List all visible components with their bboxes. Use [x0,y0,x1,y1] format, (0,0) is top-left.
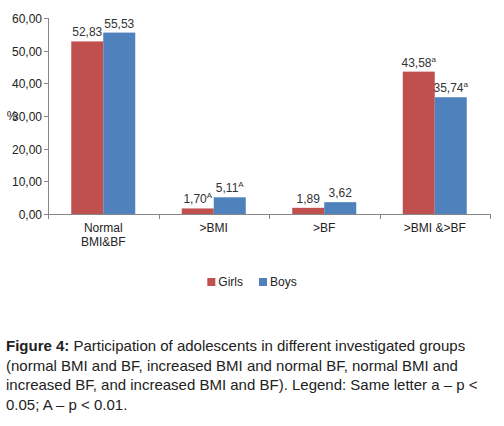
data-label-value: 3,62 [329,186,353,200]
x-tick-label: >BF [313,221,335,235]
x-tick-label: >BMI [200,221,228,235]
data-label: 52,83 [72,25,102,39]
data-label: 5,11A [216,180,244,195]
y-tick [44,214,48,215]
data-label-value: 43,58 [402,56,432,70]
chart: 0,0010,0020,0030,0040,0050,0060,00%Norma… [0,0,504,334]
legend-swatch [259,278,267,286]
x-tick-label-line: Normal [84,221,123,235]
caption-text: Participation of adolescents in differen… [6,337,478,413]
chart-holder: 0,0010,0020,0030,0040,0050,0060,00%Norma… [0,0,504,334]
bar [324,202,356,214]
y-axis-line [48,18,49,214]
data-label-value: 1,89 [297,192,321,206]
x-tick-label-line: >BF [313,221,335,235]
x-tick-label: NormalBMI&BF [81,221,126,249]
data-label-value: 5,11 [216,181,239,195]
y-tick [44,149,48,150]
data-label: 35,74a [434,80,469,95]
legend: Girls Boys [207,275,296,289]
y-tick [44,18,48,19]
y-tick-label: 50,00 [12,45,42,59]
caption-label: Figure 4: [6,337,69,354]
y-tick [44,83,48,84]
data-label-value: 55,53 [104,17,134,31]
data-labels: 52,831,70A1,8943,58a55,535,11A3,6235,74a [72,17,468,207]
significance-letter: A [207,191,213,200]
data-label: 55,53 [104,17,134,31]
y-tick-label: 60,00 [12,12,42,26]
bar [214,197,246,214]
x-tick-label-line: BMI&BF [81,235,126,249]
x-tick-label: >BMI &>BF [404,221,466,235]
significance-letter: a [432,55,437,64]
legend-label: Girls [218,275,243,289]
bar [435,97,467,214]
legend-swatch [207,278,215,286]
y-tick [44,51,48,52]
bar [182,208,214,214]
data-label: 43,58a [402,55,437,70]
page: {"chart_data": {"type": "bar", "y_label"… [0,0,504,426]
x-tick [159,214,160,219]
x-tick [490,214,491,219]
bar [103,33,135,214]
data-label: 1,70A [183,191,212,206]
data-label-value: 52,83 [72,25,102,39]
significance-letter: A [238,180,244,189]
x-tick [380,214,381,219]
data-label: 3,62 [329,186,353,200]
y-tick [44,181,48,182]
x-tick [48,214,49,219]
x-tick [269,214,270,219]
y-tick-label: 40,00 [12,77,42,91]
y-tick [44,116,48,117]
bar [292,208,324,214]
data-label: 1,89 [297,192,321,206]
legend-label: Boys [270,275,297,289]
bar [71,41,103,214]
y-tick-label: 20,00 [12,143,42,157]
data-label-value: 1,70 [183,192,207,206]
caption: Figure 4: Participation of adolescents i… [6,336,484,414]
y-tick-label: 10,00 [12,175,42,189]
data-label-value: 35,74 [434,81,464,95]
bar [403,72,435,214]
x-tick-label-line: >BMI [200,221,228,235]
bars [71,33,467,214]
x-tick-label-line: >BMI &>BF [404,221,466,235]
significance-letter: a [464,80,469,89]
y-tick-label: 0,00 [19,208,43,222]
y-axis-label: % [7,109,18,123]
